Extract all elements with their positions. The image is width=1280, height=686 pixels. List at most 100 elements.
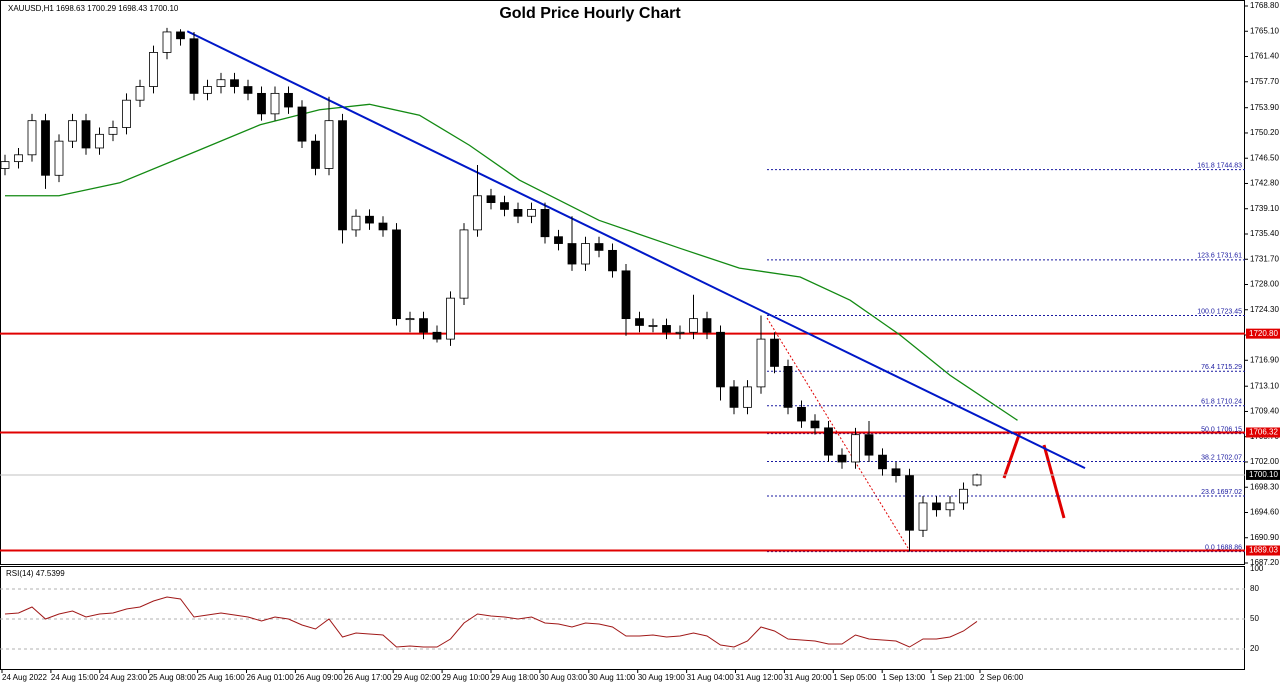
candle-body <box>824 427 833 456</box>
rsi-tick-label: 100 <box>1250 564 1264 573</box>
candle-body <box>702 318 712 333</box>
y-tick-label: 1750.20 <box>1250 128 1279 137</box>
candle-body <box>675 331 685 334</box>
y-tick-label: 1757.70 <box>1250 77 1279 86</box>
candle-body <box>297 106 307 142</box>
x-tick-label: 30 Aug 03:00 <box>540 673 588 682</box>
candle-body <box>797 406 806 422</box>
level-box <box>1246 328 1280 339</box>
y-tick-label: 1724.30 <box>1250 305 1279 314</box>
candle-body <box>14 154 23 163</box>
candle-body <box>554 236 563 244</box>
y-tick-label: 1735.40 <box>1250 229 1279 238</box>
price-panel <box>0 0 1245 565</box>
candle-body <box>68 120 77 142</box>
y-tick-label: 1746.50 <box>1250 153 1279 162</box>
candle-body <box>905 475 914 531</box>
candle-body <box>716 331 725 388</box>
x-tick-label: 30 Aug 19:00 <box>638 673 686 682</box>
fib-label: 38.2 1702.07 <box>1201 454 1242 461</box>
rsi-panel <box>0 566 1245 670</box>
y-tick-label: 1742.80 <box>1250 179 1279 188</box>
x-tick-label: 31 Aug 12:00 <box>736 673 784 682</box>
fib-diagonal <box>766 317 909 549</box>
candle-body <box>864 434 874 456</box>
candle-body <box>432 331 442 340</box>
candle-body <box>513 209 523 217</box>
candle-body <box>959 488 968 504</box>
x-tick-label: 30 Aug 11:00 <box>589 673 636 682</box>
candle-body <box>351 215 361 231</box>
fib-label: 23.6 1697.02 <box>1201 489 1242 496</box>
y-tick-label: 1690.90 <box>1250 533 1279 542</box>
y-tick-label: 1731.70 <box>1250 254 1279 263</box>
x-tick-label: 1 Sep 13:00 <box>882 673 926 682</box>
rsi-tick-label: 80 <box>1250 584 1259 593</box>
fib-label: 123.6 1731.61 <box>1197 253 1242 260</box>
candle-body <box>486 195 496 203</box>
candle-body <box>729 386 739 408</box>
current-price-label: 1700.10 <box>1249 470 1278 479</box>
candle-body <box>149 52 158 87</box>
candle-body <box>203 86 212 94</box>
candle-body <box>756 338 766 388</box>
x-tick-label: 26 Aug 17:00 <box>344 673 392 682</box>
candle-body <box>81 120 91 149</box>
y-tick-label: 1698.30 <box>1250 482 1279 491</box>
rsi-line <box>4 596 978 648</box>
candle-body <box>770 338 779 367</box>
candle-body <box>891 468 901 477</box>
y-tick-label: 1694.60 <box>1250 508 1279 517</box>
candle-body <box>122 99 131 128</box>
candle-body <box>851 434 860 463</box>
candle-body <box>972 474 982 486</box>
rsi-label: RSI(14) 47.5399 <box>6 569 65 578</box>
y-tick-label: 1761.40 <box>1250 52 1279 61</box>
moving-average <box>5 103 1018 421</box>
x-tick-label: 24 Aug 2022 <box>2 673 47 682</box>
fib-label: 50.0 1706.15 <box>1201 426 1242 433</box>
trendline <box>186 30 1086 470</box>
candle-body <box>581 243 590 265</box>
candle-body <box>594 243 604 251</box>
y-tick-label: 1713.10 <box>1250 381 1279 390</box>
level-label: 1720.80 <box>1249 329 1278 338</box>
candle-body <box>95 133 104 149</box>
x-tick-label: 25 Aug 08:00 <box>149 673 197 682</box>
fib-label: 100.0 1723.45 <box>1197 308 1242 315</box>
x-tick-label: 26 Aug 01:00 <box>247 673 295 682</box>
y-tick-label: 1687.20 <box>1250 558 1279 567</box>
y-tick-label: 1728.00 <box>1250 280 1279 289</box>
candle-body <box>635 318 644 326</box>
candle-body <box>608 249 617 272</box>
candle-body <box>284 92 293 108</box>
y-tick-label: 1709.40 <box>1250 407 1279 416</box>
candle-body <box>324 120 334 169</box>
candle-body <box>527 209 536 217</box>
candle-body <box>837 454 847 463</box>
y-tick-label: 1753.90 <box>1250 103 1279 112</box>
x-tick-label: 24 Aug 15:00 <box>51 673 99 682</box>
candle-body <box>743 386 752 408</box>
candle-body <box>540 209 550 238</box>
candle-body <box>338 120 347 231</box>
x-tick-label: 31 Aug 20:00 <box>784 673 832 682</box>
candle-body <box>230 79 239 87</box>
x-tick-label: 25 Aug 16:00 <box>198 673 246 682</box>
candle-body <box>810 420 820 429</box>
candle-body <box>257 92 266 115</box>
level-box <box>1246 545 1280 556</box>
candle-body <box>311 140 320 169</box>
y-tick-label: 1765.10 <box>1250 26 1279 35</box>
candle-body <box>54 140 64 176</box>
candle-body <box>135 86 145 101</box>
y-tick-label: 1702.00 <box>1250 457 1279 466</box>
candle-body <box>945 502 955 511</box>
fib-label: 161.8 1744.83 <box>1197 162 1242 169</box>
candle-body <box>500 202 509 210</box>
candle-body <box>27 120 37 156</box>
x-tick-label: 1 Sep 05:00 <box>833 673 877 682</box>
candle-body <box>270 92 280 115</box>
fib-label: 0.0 1688.86 <box>1205 545 1242 552</box>
